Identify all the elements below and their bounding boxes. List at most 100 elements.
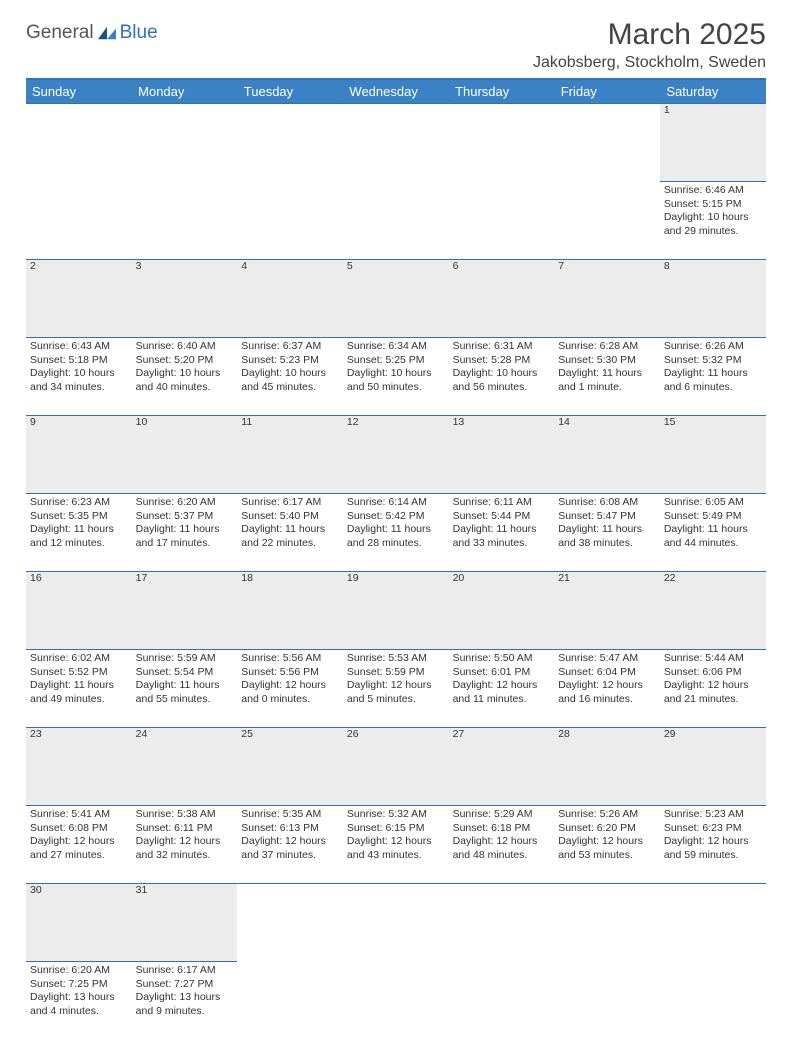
- day-details: Sunrise: 5:47 AMSunset: 6:04 PMDaylight:…: [558, 650, 656, 707]
- location-subtitle: Jakobsberg, Stockholm, Sweden: [533, 54, 766, 72]
- day-cell: Sunrise: 6:05 AMSunset: 5:49 PMDaylight:…: [660, 494, 766, 572]
- day-number-cell: 31: [132, 884, 238, 962]
- day-number-cell: 7: [554, 260, 660, 338]
- day-content-row: Sunrise: 5:41 AMSunset: 6:08 PMDaylight:…: [26, 806, 766, 884]
- day-number-cell: 19: [343, 572, 449, 650]
- day-number-cell: 27: [449, 728, 555, 806]
- day-number-cell: [237, 104, 343, 182]
- day-details: Sunrise: 6:20 AMSunset: 5:37 PMDaylight:…: [136, 494, 234, 551]
- day-cell: Sunrise: 6:43 AMSunset: 5:18 PMDaylight:…: [26, 338, 132, 416]
- day-details: Sunrise: 6:14 AMSunset: 5:42 PMDaylight:…: [347, 494, 445, 551]
- day-cell: Sunrise: 5:23 AMSunset: 6:23 PMDaylight:…: [660, 806, 766, 884]
- day-number-row: 9101112131415: [26, 416, 766, 494]
- day-number-cell: [26, 104, 132, 182]
- day-number-cell: [343, 884, 449, 962]
- day-details: Sunrise: 5:50 AMSunset: 6:01 PMDaylight:…: [453, 650, 551, 707]
- day-details: Sunrise: 6:26 AMSunset: 5:32 PMDaylight:…: [664, 338, 762, 395]
- day-cell: Sunrise: 5:59 AMSunset: 5:54 PMDaylight:…: [132, 650, 238, 728]
- day-details: Sunrise: 6:17 AMSunset: 5:40 PMDaylight:…: [241, 494, 339, 551]
- day-details: Sunrise: 6:31 AMSunset: 5:28 PMDaylight:…: [453, 338, 551, 395]
- day-number-row: 23242526272829: [26, 728, 766, 806]
- day-cell: Sunrise: 5:56 AMSunset: 5:56 PMDaylight:…: [237, 650, 343, 728]
- day-content-row: Sunrise: 6:46 AMSunset: 5:15 PMDaylight:…: [26, 182, 766, 260]
- weekday-header: Tuesday: [237, 80, 343, 104]
- day-number-cell: 26: [343, 728, 449, 806]
- logo-text-general: General: [26, 22, 94, 44]
- day-cell: Sunrise: 6:31 AMSunset: 5:28 PMDaylight:…: [449, 338, 555, 416]
- day-number-cell: 3: [132, 260, 238, 338]
- day-details: Sunrise: 6:17 AMSunset: 7:27 PMDaylight:…: [136, 962, 234, 1019]
- day-details: Sunrise: 5:59 AMSunset: 5:54 PMDaylight:…: [136, 650, 234, 707]
- day-cell: Sunrise: 5:53 AMSunset: 5:59 PMDaylight:…: [343, 650, 449, 728]
- day-cell: [237, 962, 343, 1040]
- day-details: Sunrise: 6:23 AMSunset: 5:35 PMDaylight:…: [30, 494, 128, 551]
- day-number-cell: 20: [449, 572, 555, 650]
- day-details: Sunrise: 6:40 AMSunset: 5:20 PMDaylight:…: [136, 338, 234, 395]
- day-cell: Sunrise: 5:38 AMSunset: 6:11 PMDaylight:…: [132, 806, 238, 884]
- day-number-cell: 21: [554, 572, 660, 650]
- day-cell: Sunrise: 6:17 AMSunset: 7:27 PMDaylight:…: [132, 962, 238, 1040]
- weekday-header: Sunday: [26, 80, 132, 104]
- day-cell: Sunrise: 5:35 AMSunset: 6:13 PMDaylight:…: [237, 806, 343, 884]
- day-number-cell: 17: [132, 572, 238, 650]
- day-number-cell: 10: [132, 416, 238, 494]
- day-details: Sunrise: 6:37 AMSunset: 5:23 PMDaylight:…: [241, 338, 339, 395]
- day-number-cell: 15: [660, 416, 766, 494]
- day-number-cell: [449, 104, 555, 182]
- day-cell: Sunrise: 6:20 AMSunset: 7:25 PMDaylight:…: [26, 962, 132, 1040]
- day-number-cell: 29: [660, 728, 766, 806]
- day-details: Sunrise: 6:28 AMSunset: 5:30 PMDaylight:…: [558, 338, 656, 395]
- day-details: Sunrise: 5:53 AMSunset: 5:59 PMDaylight:…: [347, 650, 445, 707]
- day-cell: [343, 182, 449, 260]
- day-number-cell: [660, 884, 766, 962]
- day-details: Sunrise: 6:05 AMSunset: 5:49 PMDaylight:…: [664, 494, 762, 551]
- day-cell: Sunrise: 6:14 AMSunset: 5:42 PMDaylight:…: [343, 494, 449, 572]
- day-details: Sunrise: 6:46 AMSunset: 5:15 PMDaylight:…: [664, 182, 762, 239]
- day-details: Sunrise: 6:43 AMSunset: 5:18 PMDaylight:…: [30, 338, 128, 395]
- day-cell: Sunrise: 6:20 AMSunset: 5:37 PMDaylight:…: [132, 494, 238, 572]
- day-details: Sunrise: 5:23 AMSunset: 6:23 PMDaylight:…: [664, 806, 762, 863]
- day-cell: Sunrise: 5:50 AMSunset: 6:01 PMDaylight:…: [449, 650, 555, 728]
- month-title: March 2025: [533, 18, 766, 52]
- day-cell: Sunrise: 6:46 AMSunset: 5:15 PMDaylight:…: [660, 182, 766, 260]
- title-block: March 2025 Jakobsberg, Stockholm, Sweden: [533, 18, 766, 72]
- day-details: Sunrise: 5:56 AMSunset: 5:56 PMDaylight:…: [241, 650, 339, 707]
- day-cell: Sunrise: 6:08 AMSunset: 5:47 PMDaylight:…: [554, 494, 660, 572]
- day-details: Sunrise: 6:34 AMSunset: 5:25 PMDaylight:…: [347, 338, 445, 395]
- day-cell: Sunrise: 5:26 AMSunset: 6:20 PMDaylight:…: [554, 806, 660, 884]
- day-number-row: 2345678: [26, 260, 766, 338]
- day-number-cell: 12: [343, 416, 449, 494]
- day-number-cell: 30: [26, 884, 132, 962]
- day-number-cell: 6: [449, 260, 555, 338]
- day-number-cell: 5: [343, 260, 449, 338]
- day-cell: Sunrise: 6:02 AMSunset: 5:52 PMDaylight:…: [26, 650, 132, 728]
- day-number-cell: 18: [237, 572, 343, 650]
- day-details: Sunrise: 5:29 AMSunset: 6:18 PMDaylight:…: [453, 806, 551, 863]
- day-cell: [554, 962, 660, 1040]
- day-details: Sunrise: 5:26 AMSunset: 6:20 PMDaylight:…: [558, 806, 656, 863]
- weekday-header: Friday: [554, 80, 660, 104]
- day-content-row: Sunrise: 6:02 AMSunset: 5:52 PMDaylight:…: [26, 650, 766, 728]
- day-number-cell: 8: [660, 260, 766, 338]
- header: General Blue March 2025 Jakobsberg, Stoc…: [26, 18, 766, 72]
- day-details: Sunrise: 6:08 AMSunset: 5:47 PMDaylight:…: [558, 494, 656, 551]
- day-number-row: 16171819202122: [26, 572, 766, 650]
- day-cell: Sunrise: 5:41 AMSunset: 6:08 PMDaylight:…: [26, 806, 132, 884]
- weekday-header: Wednesday: [343, 80, 449, 104]
- day-cell: Sunrise: 5:44 AMSunset: 6:06 PMDaylight:…: [660, 650, 766, 728]
- day-details: Sunrise: 5:35 AMSunset: 6:13 PMDaylight:…: [241, 806, 339, 863]
- day-number-cell: [343, 104, 449, 182]
- day-number-cell: 13: [449, 416, 555, 494]
- logo-text-blue: Blue: [120, 22, 158, 44]
- day-cell: Sunrise: 6:28 AMSunset: 5:30 PMDaylight:…: [554, 338, 660, 416]
- day-details: Sunrise: 5:44 AMSunset: 6:06 PMDaylight:…: [664, 650, 762, 707]
- day-number-cell: 2: [26, 260, 132, 338]
- day-details: Sunrise: 5:38 AMSunset: 6:11 PMDaylight:…: [136, 806, 234, 863]
- day-cell: Sunrise: 5:29 AMSunset: 6:18 PMDaylight:…: [449, 806, 555, 884]
- day-details: Sunrise: 5:32 AMSunset: 6:15 PMDaylight:…: [347, 806, 445, 863]
- flag-icon: [98, 26, 116, 40]
- day-number-cell: 23: [26, 728, 132, 806]
- day-cell: Sunrise: 6:34 AMSunset: 5:25 PMDaylight:…: [343, 338, 449, 416]
- day-number-cell: 1: [660, 104, 766, 182]
- calendar-page: General Blue March 2025 Jakobsberg, Stoc…: [0, 0, 792, 1050]
